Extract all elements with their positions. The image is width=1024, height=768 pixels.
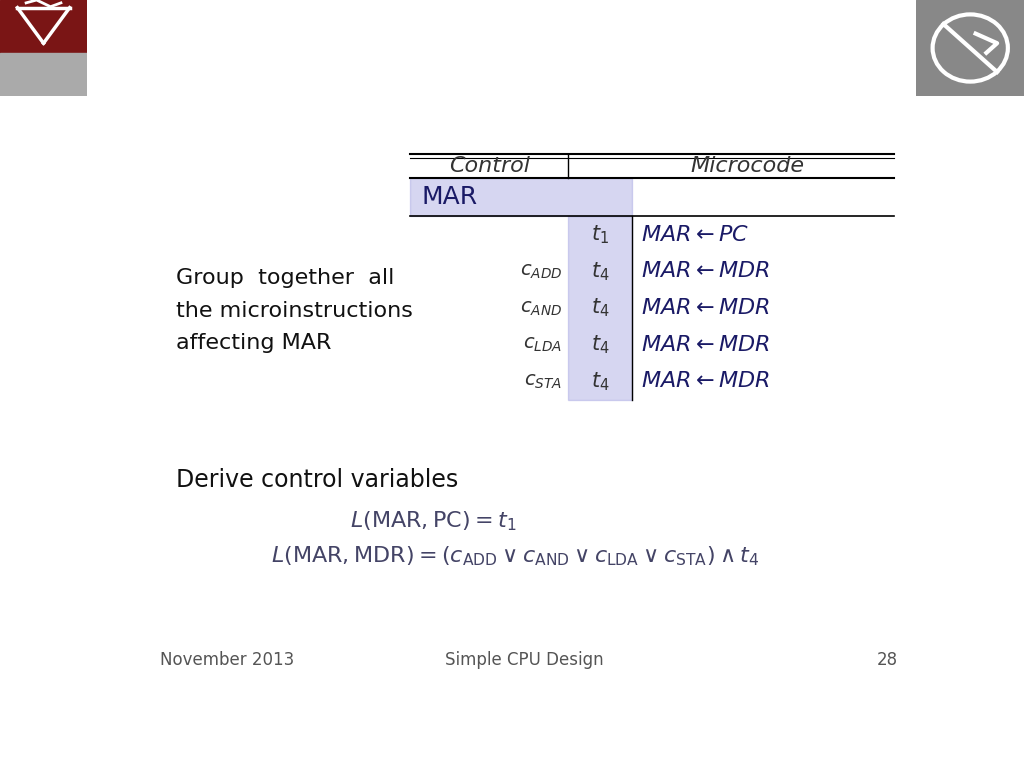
Text: $t_4$: $t_4$ <box>591 260 609 283</box>
Text: Simple CPU Design: Simple CPU Design <box>445 650 604 669</box>
Text: $MAR \leftarrow PC$: $MAR \leftarrow PC$ <box>641 225 750 245</box>
Text: November 2013: November 2013 <box>160 650 294 669</box>
Text: $c_{LDA}$: $c_{LDA}$ <box>523 335 562 354</box>
Text: $L(\mathrm{MAR}, \mathrm{PC}) = t_1$: $L(\mathrm{MAR}, \mathrm{PC}) = t_1$ <box>350 509 517 533</box>
Text: Control: Control <box>449 156 529 176</box>
Text: the microinstructions: the microinstructions <box>176 301 413 321</box>
Text: $MAR \leftarrow MDR$: $MAR \leftarrow MDR$ <box>641 298 770 318</box>
Bar <box>410 178 632 217</box>
Text: $t_4$: $t_4$ <box>591 296 609 319</box>
Text: $t_4$: $t_4$ <box>591 370 609 392</box>
Bar <box>568 217 632 399</box>
Text: $MAR \leftarrow MDR$: $MAR \leftarrow MDR$ <box>641 261 770 281</box>
Text: $t_1$: $t_1$ <box>591 223 609 246</box>
Text: $MAR \leftarrow MDR$: $MAR \leftarrow MDR$ <box>641 372 770 392</box>
Text: $L(\mathrm{MAR}, \mathrm{MDR}) = (c_{\mathrm{ADD}} \vee c_{\mathrm{AND}} \vee c_: $L(\mathrm{MAR}, \mathrm{MDR}) = (c_{\ma… <box>270 545 759 568</box>
Text: $c_{AND}$: $c_{AND}$ <box>520 299 562 317</box>
Text: $t_4$: $t_4$ <box>591 333 609 356</box>
Text: $c_{ADD}$: $c_{ADD}$ <box>520 262 562 281</box>
Text: MAR: MAR <box>422 185 478 209</box>
Text: $MAR \leftarrow MDR$: $MAR \leftarrow MDR$ <box>641 335 770 355</box>
Bar <box>0 53 87 96</box>
Text: Microcode: Microcode <box>690 156 804 176</box>
Text: affecting MAR: affecting MAR <box>176 333 331 353</box>
Text: Derive control variables: Derive control variables <box>176 468 458 492</box>
Text: Group  together  all: Group together all <box>176 269 394 289</box>
Text: 28: 28 <box>877 650 898 669</box>
Text: $c_{STA}$: $c_{STA}$ <box>524 372 562 391</box>
Bar <box>0 0 87 53</box>
